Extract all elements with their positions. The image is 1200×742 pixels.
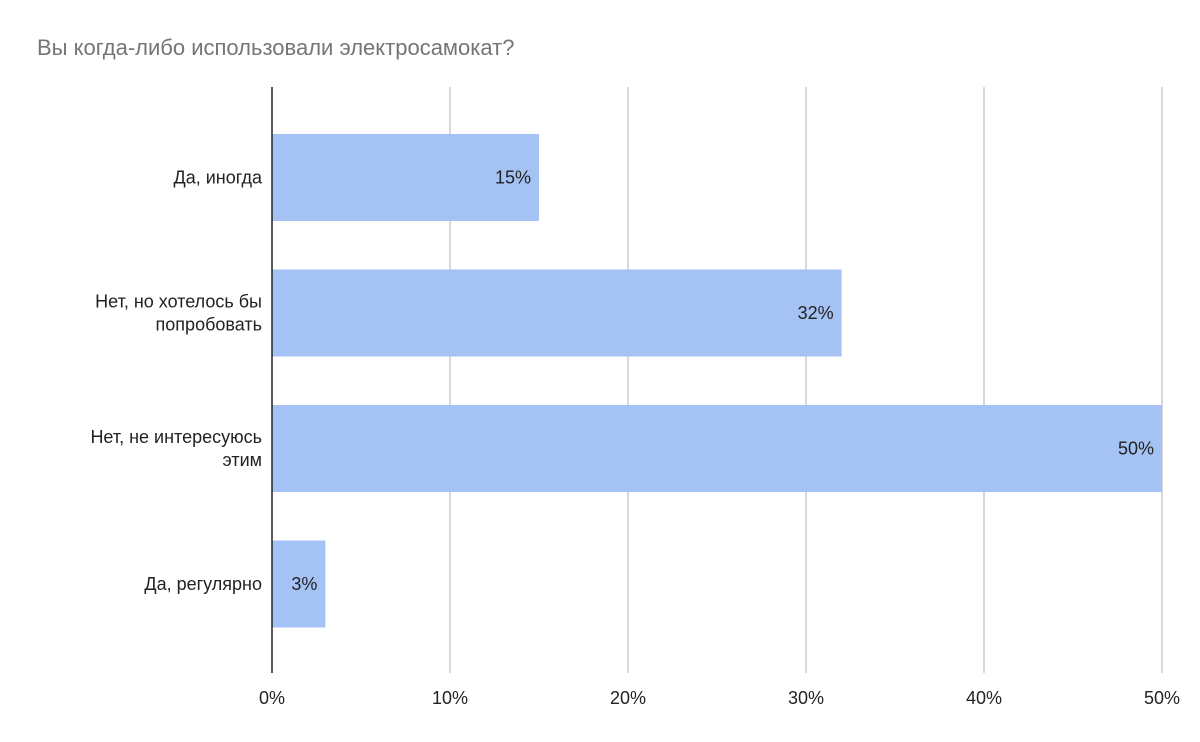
bar xyxy=(272,540,326,628)
bars xyxy=(272,134,1162,628)
x-tick-label: 50% xyxy=(1144,688,1180,708)
data-label: 3% xyxy=(291,574,317,594)
x-tick-label: 10% xyxy=(432,688,468,708)
labels: 0% 10% 20% 30% 40% 50% Да, иногда 15% Нет, но хо… xyxy=(90,168,1180,709)
x-tick-label: 20% xyxy=(610,688,646,708)
x-tick-label: 0% xyxy=(259,688,285,708)
data-label: 32% xyxy=(798,303,834,323)
x-tick-label: 30% xyxy=(788,688,824,708)
chart-title: Вы когда-либо использовали электросамока… xyxy=(37,35,515,60)
category-label: Нет, но хотелось бы попробовать xyxy=(95,292,262,335)
gridlines xyxy=(449,87,1163,673)
x-tick-label: 40% xyxy=(966,688,1002,708)
category-label: Да, регулярно xyxy=(144,574,262,594)
data-label: 50% xyxy=(1118,439,1154,459)
category-label: Нет, не интересуюсь этим xyxy=(90,427,262,470)
data-label: 15% xyxy=(495,168,531,188)
bar xyxy=(272,269,842,357)
bar xyxy=(272,405,1162,492)
bar xyxy=(272,134,539,221)
category-label: Да, иногда xyxy=(174,168,263,188)
